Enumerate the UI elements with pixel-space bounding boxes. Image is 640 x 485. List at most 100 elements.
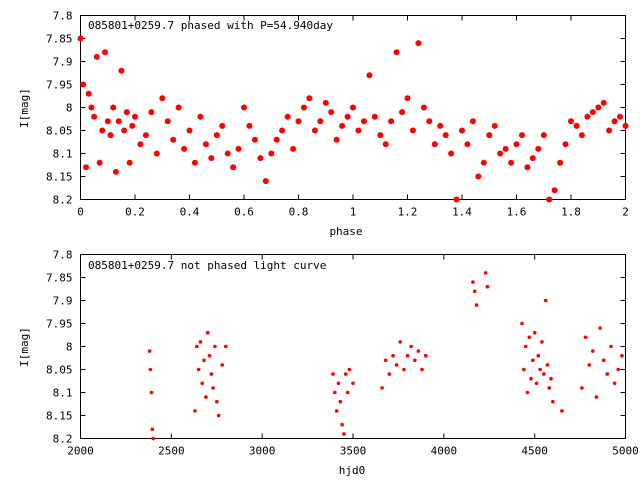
bottom-data-point <box>336 381 341 386</box>
bottom-data-point <box>193 409 197 413</box>
bottom-data-point <box>391 353 395 358</box>
top-x-tick-label: 1.6 <box>507 206 527 219</box>
top-y-tick-label: 7.8 <box>53 10 73 23</box>
top-data-point <box>148 109 155 116</box>
top-data-point <box>339 122 346 129</box>
top-data-point <box>622 122 629 129</box>
bottom-chart-title: 085801+0259.7 not phased light curve <box>88 259 326 272</box>
bottom-data-point <box>472 289 477 294</box>
bottom-data-point <box>591 349 595 353</box>
bottom-x-tick-label: 3000 <box>249 445 276 458</box>
top-data-point <box>126 159 133 166</box>
bottom-data-point <box>547 386 551 390</box>
bottom-data-point <box>423 353 428 358</box>
top-data-point <box>448 150 455 157</box>
top-data-point <box>442 132 449 139</box>
bottom-data-point <box>545 363 550 367</box>
bottom-data-point <box>195 344 199 349</box>
top-y-tick-label: 8.1 <box>53 148 73 161</box>
bottom-x-tick-label: 3500 <box>340 445 367 458</box>
bottom-data-point <box>549 376 553 381</box>
top-y-tick-label: 8.2 <box>53 194 73 207</box>
bottom-x-tick-label: 4500 <box>521 445 548 458</box>
top-data-point <box>186 127 193 134</box>
top-data-point <box>333 136 340 143</box>
bottom-y-tick-label: 7.85 <box>46 272 73 285</box>
bottom-axis-ticks: 2000 2500 3000 3500 4000 4500 5000 7.8 7.85 7.9 7.… <box>46 249 639 458</box>
top-data-point <box>88 104 95 111</box>
bottom-x-axis-label: hjd0 <box>339 464 366 477</box>
top-data-point <box>279 127 286 134</box>
top-data-point <box>311 127 318 134</box>
top-data-point <box>284 113 291 120</box>
bottom-data-point <box>532 330 537 335</box>
bottom-data-point <box>402 367 406 372</box>
top-data-point <box>589 109 596 116</box>
top-data-point <box>502 145 509 152</box>
bottom-data-point <box>485 284 490 289</box>
top-chart-title: 085801+0259.7 phased with P=54.940day <box>88 19 333 32</box>
bottom-x-tick-label: 2000 <box>67 445 94 458</box>
top-data-point <box>415 40 422 47</box>
bottom-data-point <box>345 390 350 395</box>
top-data-point <box>540 132 547 139</box>
top-data-point <box>606 127 613 134</box>
bottom-y-tick-label: 8.1 <box>53 387 73 400</box>
top-x-tick-label: 1.8 <box>561 206 581 219</box>
bottom-data-point <box>198 340 203 344</box>
bottom-data-point <box>420 367 424 372</box>
top-data-point <box>262 178 269 185</box>
bottom-data-point <box>394 363 399 367</box>
top-data-point <box>600 99 607 106</box>
top-x-tick-label: 1 <box>350 206 357 219</box>
bottom-data-point <box>560 409 564 413</box>
top-data-point <box>437 122 444 129</box>
bottom-data-point <box>215 399 219 404</box>
bottom-data-point <box>543 298 548 303</box>
top-data-point <box>164 118 171 125</box>
top-data-point <box>142 132 149 139</box>
top-x-tick-label: 0.8 <box>289 206 309 219</box>
bottom-data-point <box>471 280 475 284</box>
top-data-point <box>464 141 471 148</box>
top-data-point <box>420 104 427 111</box>
top-data-point <box>595 104 602 111</box>
bottom-data-point <box>413 358 417 363</box>
top-data-point <box>132 113 138 120</box>
top-x-tick-label: 1.4 <box>452 206 472 219</box>
bottom-data-point <box>147 349 152 353</box>
top-data-point <box>123 109 130 116</box>
bottom-data-point <box>580 386 584 390</box>
top-data-point <box>268 150 275 157</box>
bottom-data-point <box>196 367 201 372</box>
bottom-x-tick-label: 2500 <box>158 445 185 458</box>
bottom-data-point <box>150 427 155 432</box>
bottom-data-point <box>148 367 153 372</box>
top-data-point <box>121 127 128 134</box>
top-data-point <box>393 49 400 56</box>
top-data-point <box>519 132 525 139</box>
bottom-data-point <box>333 390 337 395</box>
top-x-tick-label: 1.2 <box>398 206 418 219</box>
bottom-data-point <box>609 344 613 349</box>
top-data-point <box>513 141 520 148</box>
top-data-point <box>246 122 253 129</box>
top-data-point <box>431 141 438 148</box>
bottom-data-point <box>523 344 528 349</box>
top-data-point <box>382 141 389 148</box>
bottom-data-point <box>220 363 224 367</box>
top-data-point <box>306 95 313 102</box>
top-data-point <box>584 113 591 120</box>
bottom-y-axis-label: I[mag] <box>18 327 31 367</box>
top-x-tick-label: 0.4 <box>180 206 200 219</box>
top-x-tick-label: 0 <box>77 206 84 219</box>
top-data-point <box>230 164 237 171</box>
top-data-point <box>110 104 117 111</box>
top-data-point <box>546 196 553 203</box>
top-data-point <box>350 104 356 111</box>
bottom-data-point <box>605 372 610 376</box>
top-data-point <box>535 145 542 152</box>
bottom-data-point <box>525 390 530 395</box>
top-data-point <box>486 132 493 139</box>
